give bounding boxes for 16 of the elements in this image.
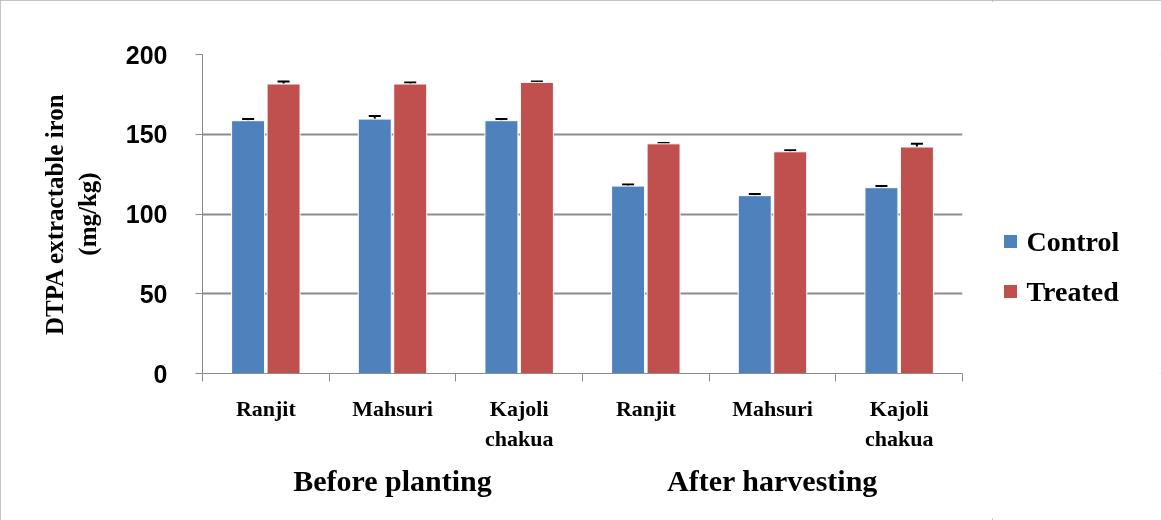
x-tick-label: Mahsuri <box>352 395 433 421</box>
y-tick-label: 0 <box>153 359 168 388</box>
x-tick-label: Ranjit <box>615 395 677 421</box>
legend-label: Control <box>1026 226 1120 257</box>
y-tick-label: 50 <box>139 279 168 308</box>
y-tick-label: 150 <box>125 120 168 149</box>
x-tick-label: Mahsuri <box>732 395 813 421</box>
y-axis-title: DTPA extractable iron (mg/kg) <box>41 94 102 336</box>
x-tick-label: Kajoli chakua <box>484 395 554 451</box>
y-tick-label: 100 <box>125 200 168 228</box>
y-tick-label: 200 <box>125 40 168 69</box>
legend-label: Treated <box>1026 276 1120 307</box>
text: After harvesting <box>667 463 878 497</box>
x-tick-label: Ranjit <box>235 395 297 421</box>
text: Before planting <box>293 463 492 497</box>
x-tick-label: Kajoli chakua <box>864 395 934 451</box>
